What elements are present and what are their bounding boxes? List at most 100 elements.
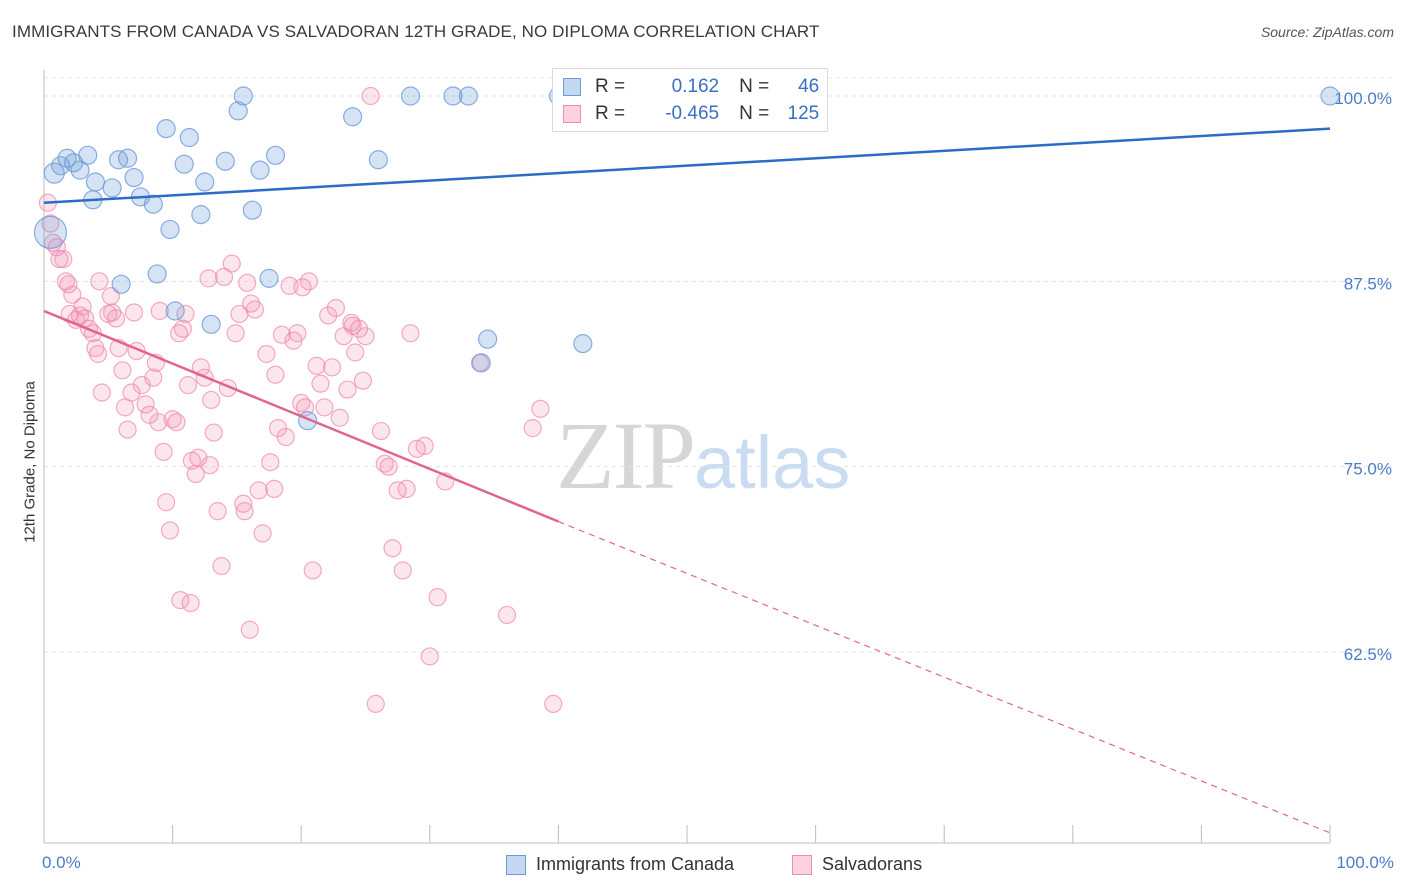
salvadoran-point (73, 297, 92, 316)
salvadoran-point (154, 442, 173, 461)
salvadoran-point (150, 301, 169, 321)
salvadoran-point (178, 376, 198, 395)
salvadoran-point (92, 383, 111, 402)
canada-point (179, 127, 199, 148)
salvadoran-point (334, 327, 353, 346)
canada-point (242, 200, 262, 220)
canada-point (124, 167, 144, 188)
salvadoran-point (428, 588, 447, 607)
canada-point (265, 145, 286, 165)
salvadoran-point (253, 524, 272, 543)
chart-title: IMMIGRANTS FROM CANADA VS SALVADORAN 12T… (12, 22, 820, 41)
watermark-zip: ZIP (556, 402, 696, 509)
salvadoran-point (420, 647, 439, 666)
salvadoran-point (222, 254, 241, 273)
salvadoran-point (240, 620, 259, 639)
canada-point (343, 107, 363, 127)
salvadoran-trend-extension (558, 520, 1331, 834)
salvadoran-trend-line (43, 309, 559, 523)
salvadoran-point (59, 275, 78, 294)
salvadoran-point (311, 374, 330, 393)
legend-item-canada: Immigrants from Canada (506, 854, 734, 875)
salvadoran-point (101, 287, 120, 306)
r-value: 0.162 (671, 76, 720, 97)
salvadoran-point (167, 413, 186, 432)
r-value: -0.465 (665, 103, 720, 124)
salvadoran-point (214, 267, 234, 286)
salvadoran-point (245, 300, 265, 319)
salvadoran-point (63, 285, 82, 304)
salvadoran-point (353, 371, 373, 390)
salvadoran-point (346, 343, 365, 362)
salvadoran-point (204, 423, 223, 442)
canada-point (78, 145, 98, 165)
salvadoran-point (202, 390, 221, 410)
salvadoran-point (383, 539, 402, 558)
canada-point (156, 119, 176, 139)
canada-swatch (563, 78, 581, 96)
canada-point (85, 172, 106, 192)
salvadoran-point (122, 383, 141, 402)
salvadoran-point (322, 358, 342, 377)
salvadoran-point (54, 249, 73, 269)
canada-point (471, 353, 491, 373)
watermark-atlas: atlas (694, 421, 851, 504)
canada-point (201, 314, 221, 334)
salvadoran-point (266, 365, 285, 384)
salvadoran-point (181, 593, 200, 613)
salvadoran-point (343, 316, 362, 335)
salvadoran-point (113, 361, 132, 380)
canada-point (400, 86, 421, 106)
salvadoran-point (326, 298, 346, 318)
canada-point (111, 274, 131, 294)
salvadoran-point (257, 344, 276, 364)
salvadoran-point (361, 86, 380, 106)
salvadoran-point (356, 327, 375, 346)
canada-point (117, 148, 138, 168)
salvadoran-point (50, 249, 69, 269)
y-tick-label: 75.0% (1344, 460, 1392, 479)
salvadoran-point (157, 493, 176, 512)
r-label: R = (595, 103, 626, 124)
canada-point (215, 151, 235, 171)
salvadoran-point (106, 309, 126, 328)
salvadoran-point (41, 214, 60, 233)
x-tick-label-min: 0.0% (42, 853, 81, 872)
salvadoran-point (261, 453, 280, 472)
salvadoran-point (200, 456, 219, 475)
canada-point (250, 160, 270, 180)
salvadoran-point (238, 273, 257, 292)
canada-point (191, 205, 211, 225)
canada-point (195, 172, 215, 192)
correlation-legend: R = 0.162 N = 46 R = -0.465 N = 125 (552, 68, 828, 132)
y-axis-label: 12th Grade, No Diploma (21, 381, 39, 543)
salvadoran-point (118, 420, 137, 439)
legend-row-salvadoran: R = -0.465 N = 125 (563, 103, 819, 125)
salvadoran-point (293, 278, 312, 297)
canada-point (43, 162, 65, 184)
canada-point (233, 86, 253, 106)
n-value: 46 (798, 76, 820, 97)
salvadoran-point (371, 421, 391, 441)
canada-point (458, 86, 478, 106)
salvadoran-swatch (563, 105, 581, 123)
salvadoran-point (208, 502, 227, 521)
n-label: N = (739, 76, 770, 97)
canada-point (228, 101, 248, 121)
salvadoran-point (234, 494, 253, 513)
canada-point (70, 160, 90, 180)
salvadoran-point (338, 380, 357, 399)
legend-label-salvadoran: Salvadorans (822, 854, 923, 874)
salvadoran-point (319, 306, 338, 325)
salvadoran-point (497, 605, 517, 625)
salvadoran-point (401, 324, 420, 343)
salvadoran-point (415, 436, 434, 456)
salvadoran-point (265, 479, 284, 499)
salvadoran-point (523, 419, 542, 438)
salvadoran-point (330, 408, 349, 427)
salvadoran-point (388, 481, 407, 500)
canada-point (443, 86, 463, 106)
n-label: N = (739, 103, 770, 124)
salvadoran-point (531, 399, 550, 418)
